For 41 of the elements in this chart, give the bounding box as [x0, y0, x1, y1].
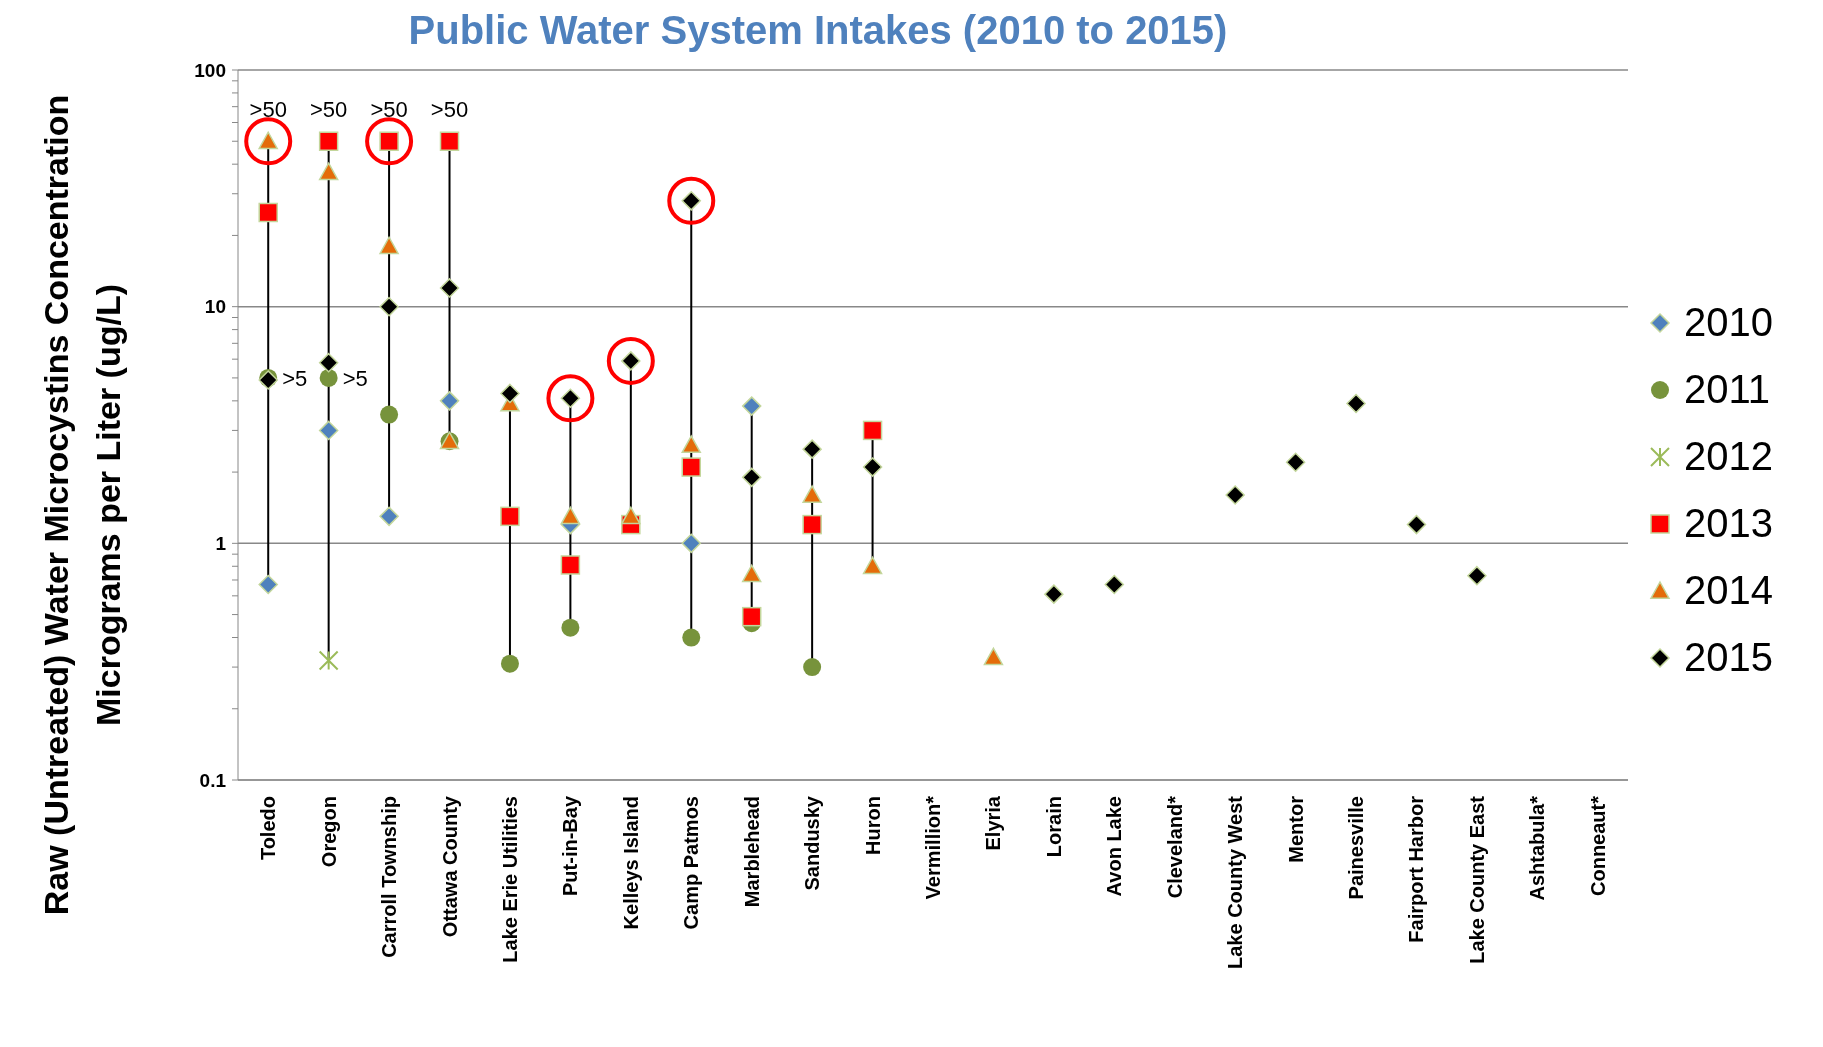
annotation: >5: [282, 365, 308, 391]
x-tick-label: Oregon: [317, 796, 340, 868]
x-tick-label: Kelleys Island: [619, 796, 642, 930]
legend-label: 2011: [1684, 367, 1771, 412]
x-tick-label: Painesville: [1345, 796, 1368, 900]
x-tick-label: Sandusky: [801, 795, 824, 891]
x-tick-label: Marblehead: [740, 796, 763, 908]
x-tick-label: Lorain: [1042, 796, 1065, 858]
x-tick-label: Vermillion*: [922, 795, 944, 900]
x-tick-label: Camp Patmos: [680, 796, 703, 930]
y-axis-title: Raw (Untreated) Water Microcystins Concentration Micrograms per Liter (ug/L): [37, 94, 127, 916]
y-tick-label: 0.1: [199, 769, 227, 791]
x-tick-label: Huron: [861, 796, 884, 855]
x-tick-label: Ashtabula*: [1526, 795, 1549, 901]
x-tick-label: Carroll Township: [378, 796, 401, 958]
annotation: >5: [342, 365, 368, 391]
annotation: >50: [249, 97, 287, 123]
x-tick-label: Mentor: [1284, 795, 1307, 863]
legend-label: 2015: [1684, 635, 1773, 680]
x-tick-label: Avon Lake: [1103, 796, 1126, 897]
x-tick-label: Lake County East: [1465, 795, 1488, 964]
x-tick-label: Lake County West: [1224, 795, 1247, 969]
x-tick-label: Put-in-Bay: [559, 795, 582, 896]
legend-label: 2014: [1684, 568, 1773, 613]
x-tick-label: Toledo: [257, 796, 280, 861]
x-tick-label: Lake Erie Utilities: [498, 796, 521, 963]
x-tick-label: Conneaut*: [1586, 795, 1609, 896]
annotation: >50: [370, 97, 408, 123]
x-tick-label: Ottawa County: [438, 795, 461, 938]
chart-title: Public Water System Intakes (2010 to 2015): [407, 8, 1229, 54]
legend-label: 2012: [1684, 434, 1773, 479]
annotation: >50: [309, 97, 348, 123]
x-tick-label: Elyria: [982, 795, 1005, 851]
legend-label: 2010: [1684, 300, 1773, 345]
y-tick-label: 100: [194, 59, 226, 81]
y-tick-label: 10: [204, 296, 226, 318]
legend-label: 2013: [1684, 501, 1773, 546]
annotation: >50: [430, 97, 469, 123]
x-tick-label: Cleveland*: [1163, 795, 1186, 899]
y-tick-label: 1: [215, 532, 227, 554]
x-tick-label: Fairport Harbor: [1405, 795, 1428, 943]
